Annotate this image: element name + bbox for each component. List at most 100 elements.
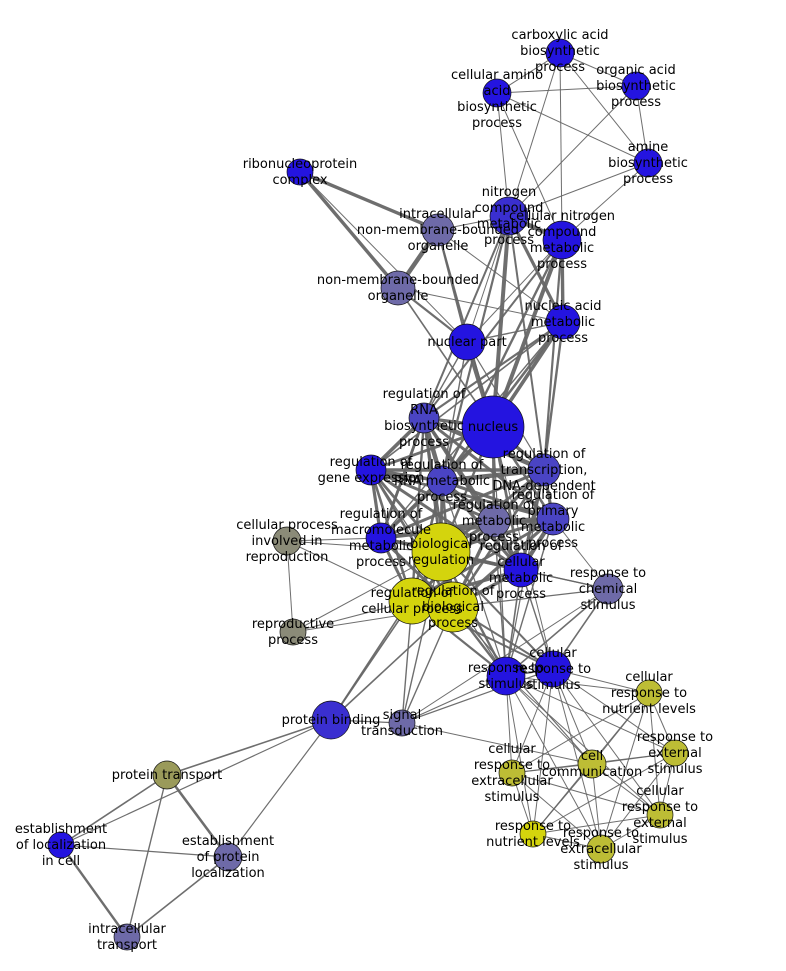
graph-node-cellular_response_to_extracellular_stimulus[interactable] <box>498 759 526 787</box>
graph-node-protein_transport[interactable] <box>152 760 182 790</box>
graph-edge <box>492 426 554 670</box>
graph-node-non_membrane_bounded_organelle[interactable] <box>380 270 416 306</box>
graph-node-regulation_of_metabolic_process[interactable] <box>477 504 511 538</box>
graph-node-label-response_to_stimulus: response to stimulus <box>468 661 544 692</box>
graph-edge <box>648 692 661 816</box>
graph-node-ribonucleoprotein_complex[interactable] <box>286 158 314 186</box>
graph-edge <box>505 518 554 677</box>
graph-node-label-cell_communication: cell communication <box>542 749 643 780</box>
graph-edge <box>508 52 561 217</box>
graph-node-regulation_of_macromolecule_metabolic_process[interactable] <box>365 522 397 554</box>
graph-node-cell_communication[interactable] <box>577 749 607 779</box>
graph-edge <box>423 321 564 419</box>
graph-edge <box>491 239 564 428</box>
graph-edge <box>370 468 495 523</box>
graph-edge <box>298 170 400 290</box>
graph-node-label-response_to_nutrient_levels: response to nutrient levels <box>486 819 580 850</box>
graph-edge <box>401 668 554 724</box>
graph-edge <box>552 668 661 816</box>
graph-node-label-cellular_nitrogen_compound_metabolic_process: cellular nitrogen compound metabolic proces… <box>509 209 615 272</box>
graph-node-nucleus[interactable] <box>461 395 525 459</box>
graph-node-label-cellular_amino_acid_biosynthetic_process: cellular amino acid biosynthetic process <box>451 68 543 131</box>
graph-node-label-regulation_of_metabolic_process: regulation of metabolic process <box>453 498 536 545</box>
graph-edge <box>492 426 507 677</box>
graph-node-regulation_of_rna_metabolic_process[interactable] <box>426 465 458 497</box>
graph-node-regulation_of_biological_process[interactable] <box>427 581 479 633</box>
graph-node-signal_transduction[interactable] <box>388 709 416 737</box>
graph-edge <box>511 772 602 850</box>
graph-edge <box>437 229 564 323</box>
graph-node-cellular_response_to_external_stimulus[interactable] <box>646 801 674 829</box>
graph-node-nucleic_acid_metabolic_process[interactable] <box>545 304 581 340</box>
graph-node-label-nuclear_part: nuclear part <box>427 335 506 350</box>
graph-node-response_to_nutrient_levels[interactable] <box>519 820 547 848</box>
graph-edge <box>370 321 564 471</box>
graph-edge <box>60 844 128 938</box>
graph-edge <box>166 719 332 776</box>
graph-edge <box>165 774 230 858</box>
graph-edge <box>505 675 650 694</box>
graph-node-cellular_response_to_nutrient_levels[interactable] <box>635 679 663 707</box>
graph-edge <box>330 606 454 721</box>
graph-node-carboxylic_acid_biosynthetic_process[interactable] <box>545 38 575 68</box>
graph-node-amine_biosynthetic_process[interactable] <box>633 148 663 178</box>
graph-node-regulation_of_primary_metabolic_process[interactable] <box>536 502 570 536</box>
graph-edge <box>505 675 593 765</box>
graph-node-regulation_of_cellular_metabolic_process[interactable] <box>503 552 539 588</box>
graph-node-label-response_to_extracellular_stimulus: response to extracellular stimulus <box>560 826 642 873</box>
graph-node-cellular_response_to_stimulus[interactable] <box>534 650 572 688</box>
graph-node-label-amine_biosynthetic_process: amine biosynthetic process <box>608 140 688 187</box>
graph-node-organic_acid_biosynthetic_process[interactable] <box>621 71 651 101</box>
graph-node-reproductive_process[interactable] <box>279 618 307 646</box>
graph-edge <box>505 675 676 754</box>
graph-node-label-regulation_of_biological_process: regulation of biological process <box>412 584 495 631</box>
graph-node-response_to_extracellular_stimulus[interactable] <box>586 834 616 864</box>
graph-node-biological_regulation[interactable] <box>411 522 471 582</box>
graph-node-label-response_to_chemical_stimulus: response to chemical stimulus <box>570 566 646 613</box>
graph-node-label-cellular_response_to_stimulus: cellular response to stimulus <box>515 646 591 693</box>
graph-edge <box>496 92 510 217</box>
graph-node-label-regulation_of_rna_metabolic_process: regulation of RNA metabolic process <box>394 458 490 505</box>
graph-edge <box>60 844 229 858</box>
graph-node-label-regulation_of_primary_metabolic_process: regulation of primary metabolic process <box>512 488 595 551</box>
graph-node-regulation_of_gene_expression[interactable] <box>355 454 387 486</box>
graph-edge <box>401 722 593 765</box>
graph-node-label-regulation_of_rna_biosynthetic_process: regulation of RNA biosynthetic process <box>383 387 466 450</box>
graph-node-label-cellular_response_to_extracellular_stimulus: cellular response to extracellular stimulus <box>471 742 553 805</box>
graph-edge <box>380 517 554 540</box>
graph-node-label-regulation_of_gene_expression: regulation of gene expression <box>318 455 425 486</box>
graph-node-response_to_chemical_stimulus[interactable] <box>592 573 624 605</box>
graph-node-regulation_of_rna_biosynthetic_process[interactable] <box>408 402 440 434</box>
graph-node-cellular_amino_acid_biosynthetic_process[interactable] <box>482 78 512 108</box>
graph-edge <box>552 668 676 754</box>
graph-node-establishment_of_protein_localization[interactable] <box>213 842 243 872</box>
graph-edge <box>496 92 649 164</box>
graph-edge <box>532 668 554 835</box>
graph-edge <box>552 668 602 850</box>
graph-node-label-intracellular_non_membrane_bounded_organelle: intracellular non-membrane-bounded organel… <box>357 207 519 254</box>
graph-edge <box>505 675 602 850</box>
graph-node-nitrogen_compound_metabolic_process[interactable] <box>489 196 529 236</box>
graph-node-label-ribonucleoprotein_complex: ribonucleoprotein complex <box>243 157 358 188</box>
graph-node-establishment_of_localization_in_cell[interactable] <box>47 831 75 859</box>
graph-edge <box>532 752 676 835</box>
graph-node-regulation_of_transcription_dna_dependent[interactable] <box>527 453 561 487</box>
graph-node-cellular_process_involved_in_reproduction[interactable] <box>272 526 302 556</box>
graph-node-label-response_to_external_stimulus: response to external stimulus <box>637 730 713 777</box>
graph-edge <box>466 215 510 343</box>
graph-node-intracellular_non_membrane_bounded_organelle[interactable] <box>421 213 455 247</box>
graph-edge <box>299 171 468 343</box>
graph-node-label-establishment_of_localization_in_cell: establishment of localization in cell <box>15 822 107 869</box>
nodes-layer[interactable] <box>47 38 689 951</box>
graph-edge <box>496 92 563 241</box>
graph-edge <box>559 52 649 164</box>
graph-node-label-intracellular_transport: intracellular transport <box>88 922 166 953</box>
graph-node-intracellular_transport[interactable] <box>113 923 141 951</box>
graph-node-response_to_external_stimulus[interactable] <box>661 739 689 767</box>
graph-node-cellular_nitrogen_compound_metabolic_process[interactable] <box>542 220 582 260</box>
graph-node-protein_binding[interactable] <box>311 700 351 740</box>
graph-node-response_to_stimulus[interactable] <box>486 656 526 696</box>
graph-node-nuclear_part[interactable] <box>448 323 486 361</box>
